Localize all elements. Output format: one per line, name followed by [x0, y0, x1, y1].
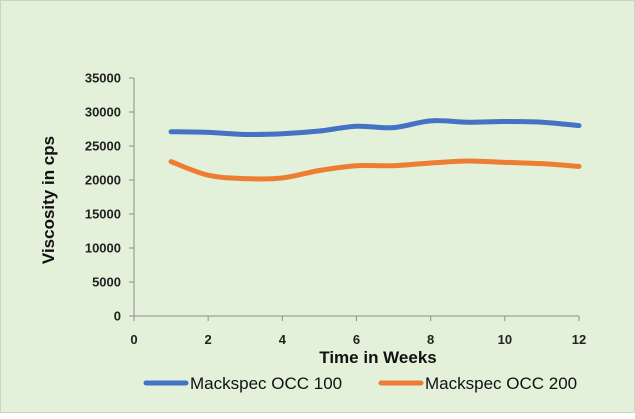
- y-tick-label: 0: [114, 309, 121, 324]
- y-axis-title: Viscosity in cps: [39, 136, 58, 264]
- y-tick-label: 35000: [85, 71, 121, 86]
- x-tick-label: 8: [427, 332, 434, 347]
- x-tick-label: 10: [498, 332, 512, 347]
- axes: 0 5000 10000 15000 20000 25000 30000 35000 0 2 4 6 8…: [85, 71, 586, 348]
- y-tick-label: 5000: [92, 275, 121, 290]
- y-tick-label: 15000: [85, 207, 121, 222]
- x-tick-label: 2: [205, 332, 212, 347]
- x-tick-label: 4: [279, 332, 287, 347]
- series-line-2: [168, 158, 582, 182]
- x-tick-label: 6: [353, 332, 360, 347]
- y-tick-label: 25000: [85, 139, 121, 154]
- y-tick-label: 10000: [85, 241, 121, 256]
- x-tick-label: 12: [572, 332, 586, 347]
- series-layer: [168, 118, 582, 182]
- y-tick-label: 30000: [85, 105, 121, 120]
- y-tick-label: 20000: [85, 173, 121, 188]
- x-tick-label: 0: [130, 332, 137, 347]
- series-line-1: [168, 118, 582, 138]
- legend: Mackspec OCC 100 Mackspec OCC 200: [143, 374, 577, 393]
- legend-label-2: Mackspec OCC 200: [425, 374, 577, 393]
- legend-label-1: Mackspec OCC 100: [190, 374, 342, 393]
- x-axis-title: Time in Weeks: [319, 348, 436, 367]
